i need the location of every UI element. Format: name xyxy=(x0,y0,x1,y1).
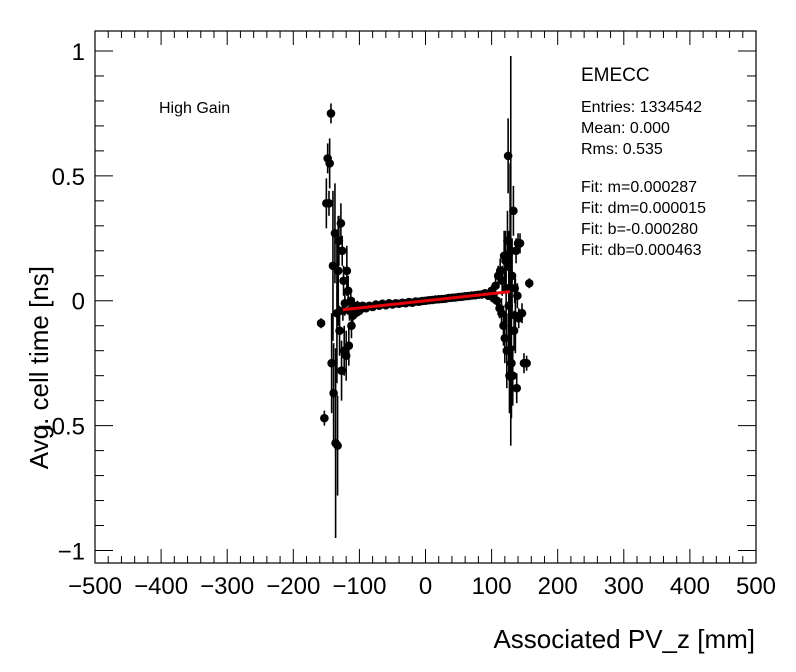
data-point xyxy=(330,183,340,284)
point-marker xyxy=(508,371,518,380)
point-marker xyxy=(342,266,352,276)
point-marker xyxy=(335,326,344,336)
y-tick-labels: −1 −0.5 0 0.5 1 xyxy=(38,39,85,566)
point-marker xyxy=(333,266,343,276)
data-point xyxy=(513,283,522,309)
point-marker xyxy=(337,246,347,256)
data-point xyxy=(320,410,329,426)
point-marker xyxy=(522,358,531,368)
data-point xyxy=(326,103,336,124)
point-marker xyxy=(347,321,356,331)
point-marker xyxy=(339,276,348,286)
point-marker xyxy=(325,159,334,168)
data-point xyxy=(515,233,525,254)
point-marker xyxy=(517,308,527,318)
stats-rms: Rms: 0.535 xyxy=(581,141,663,158)
stats-entries: Entries: 1334542 xyxy=(581,99,702,116)
x-tick-label: 500 xyxy=(736,573,776,600)
point-marker xyxy=(336,219,346,228)
x-tick-label: 100 xyxy=(472,573,512,600)
data-point xyxy=(336,203,346,244)
y-axis-title: Avg. cell time [ns] xyxy=(24,266,54,469)
y-tick-label: 1 xyxy=(72,39,85,66)
point-marker xyxy=(329,388,338,398)
data-point xyxy=(522,355,531,371)
data-point xyxy=(509,185,518,236)
y-tick-label: −0.5 xyxy=(38,414,85,441)
y-tick-label: 0.5 xyxy=(52,164,85,191)
point-marker xyxy=(511,246,521,256)
fit-m: Fit: m=0.000287 xyxy=(581,179,697,196)
data-point xyxy=(335,305,344,356)
point-marker xyxy=(326,109,336,118)
x-tick-label: 200 xyxy=(538,573,578,600)
fit-dm: Fit: dm=0.000015 xyxy=(581,200,706,217)
data-point xyxy=(333,395,342,496)
region-label: EMECC xyxy=(581,65,650,86)
data-point xyxy=(512,373,522,404)
data-point xyxy=(524,278,534,289)
point-marker xyxy=(500,333,510,343)
data-point xyxy=(508,345,518,406)
data-point xyxy=(316,318,326,329)
point-marker xyxy=(512,383,522,393)
point-marker xyxy=(524,278,534,288)
data-points xyxy=(316,55,534,539)
x-tick-label: −300 xyxy=(200,573,254,600)
x-tick-label: 0 xyxy=(419,573,432,600)
point-marker xyxy=(330,229,340,238)
point-marker xyxy=(507,358,516,368)
point-marker xyxy=(320,413,329,423)
point-marker xyxy=(333,441,342,450)
data-point xyxy=(325,138,334,189)
point-marker xyxy=(324,199,334,208)
point-marker xyxy=(344,341,354,351)
point-marker xyxy=(495,266,505,276)
fit-b: Fit: b=-0.000280 xyxy=(581,221,698,238)
gain-label: High Gain xyxy=(159,100,230,117)
point-marker xyxy=(509,326,519,336)
x-tick-labels: −500 −400 −300 −200 −100 0 100 200 300 400 500 xyxy=(68,573,776,600)
data-point xyxy=(507,308,516,419)
x-tick-label: 400 xyxy=(670,573,710,600)
point-marker xyxy=(327,358,336,368)
data-point xyxy=(517,303,527,324)
x-tick-label: 300 xyxy=(604,573,644,600)
point-marker xyxy=(316,318,326,328)
x-tick-label: −500 xyxy=(68,573,122,600)
x-axis-title: Associated PV_z [mm] xyxy=(493,624,755,654)
x-tick-label: −400 xyxy=(134,573,188,600)
point-marker xyxy=(509,206,518,216)
y-tick-label: −1 xyxy=(58,539,85,566)
point-marker xyxy=(515,239,525,248)
data-point xyxy=(344,325,354,366)
x-tick-label: −100 xyxy=(332,573,386,600)
fit-line xyxy=(342,290,511,312)
data-point xyxy=(324,190,334,216)
axis-ticks xyxy=(94,31,757,563)
stats-mean: Mean: 0.000 xyxy=(581,120,670,137)
fit-db: Fit: db=0.000463 xyxy=(581,242,702,259)
data-point xyxy=(337,235,347,266)
point-marker xyxy=(513,291,522,301)
x-tick-label: −200 xyxy=(266,573,320,600)
y-tick-label: 0 xyxy=(72,289,85,316)
